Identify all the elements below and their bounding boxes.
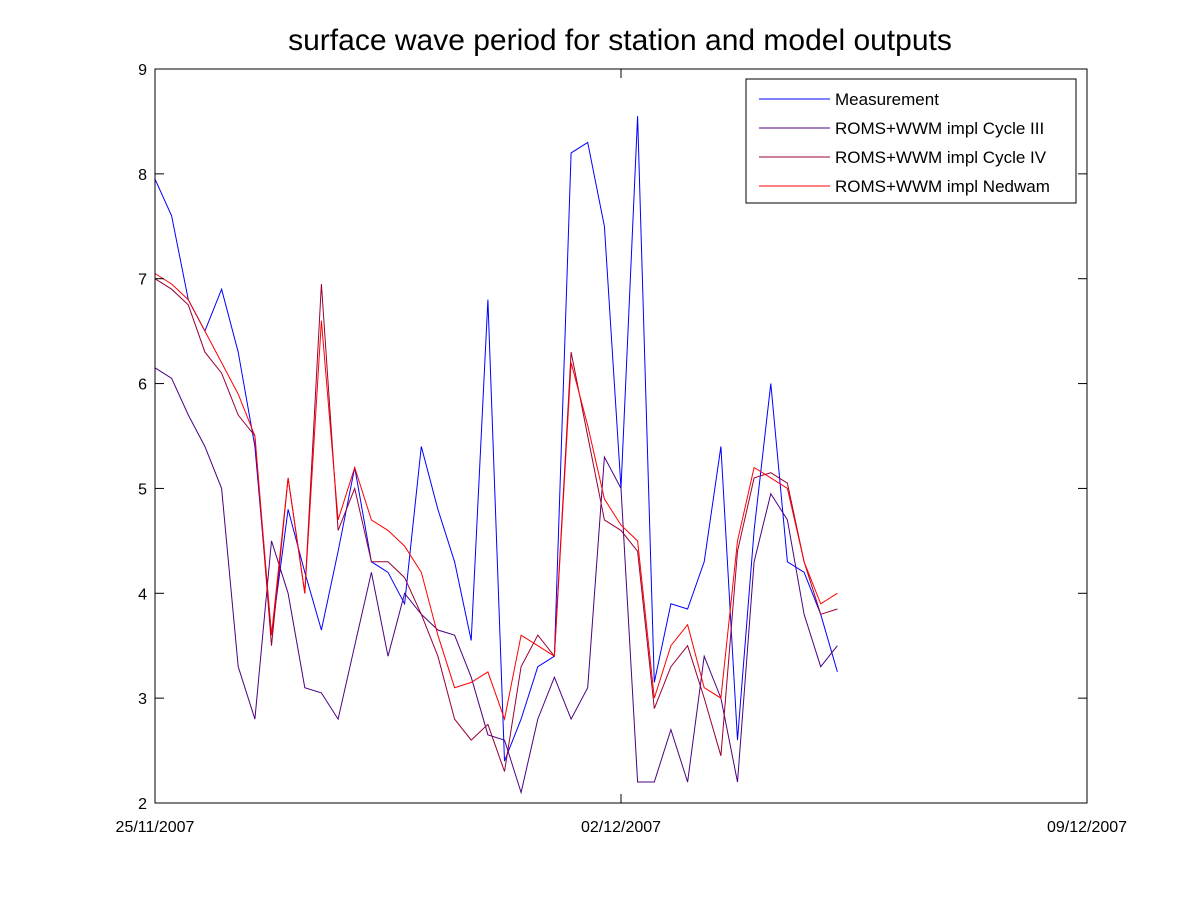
y-tick-label: 4: [138, 586, 147, 603]
legend-label: ROMS+WWM impl Cycle IV: [835, 148, 1047, 167]
y-tick-label: 2: [138, 796, 147, 813]
y-tick-label: 9: [138, 62, 147, 79]
x-tick-label: 25/11/2007: [116, 819, 195, 836]
x-tick-label: 09/12/2007: [1047, 819, 1127, 836]
legend-label: ROMS+WWM impl Nedwam: [835, 177, 1050, 196]
chart-title: surface wave period for station and mode…: [288, 24, 952, 57]
legend-label: Measurement: [835, 90, 939, 109]
legend: Measurement ROMS+WWM impl Cycle III ROMS+W…: [745, 78, 1077, 204]
series-line-3: [154, 278, 838, 772]
y-tick-label: 5: [138, 481, 147, 498]
y-tick-label: 6: [138, 377, 147, 394]
y-tick-label: 7: [138, 272, 147, 289]
legend-box: [745, 78, 1077, 204]
axis-layer: 2 3 4 5 6 7 8 9 25/11/2007 02/12/2007 09/12/2007: [116, 62, 1128, 836]
series-line-2: [154, 367, 838, 795]
y-tick-label: 8: [138, 167, 147, 184]
series-line-4: [154, 273, 838, 721]
x-tick-label: 02/12/2007: [581, 819, 661, 836]
y-tick-label: 3: [138, 691, 147, 708]
legend-label: ROMS+WWM impl Cycle III: [835, 119, 1044, 138]
series-layer: [154, 116, 838, 795]
